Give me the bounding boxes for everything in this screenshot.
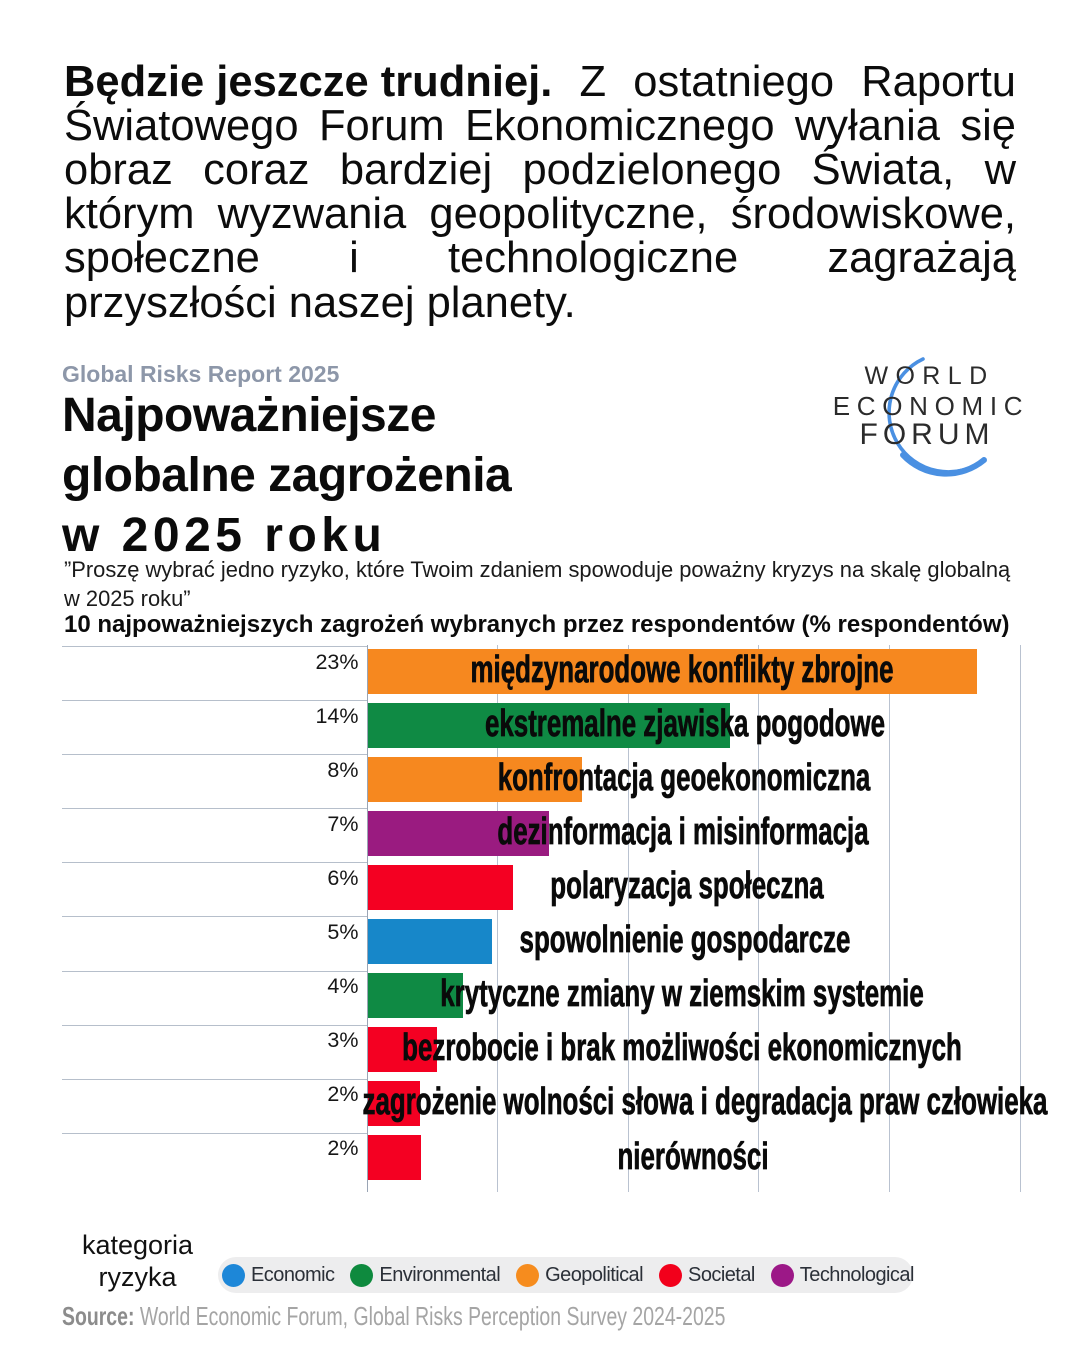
- svg-text:WORLD: WORLD: [864, 362, 994, 390]
- svg-text:ECONOMIC: ECONOMIC: [833, 391, 1030, 421]
- svg-text:FORUM: FORUM: [860, 418, 995, 451]
